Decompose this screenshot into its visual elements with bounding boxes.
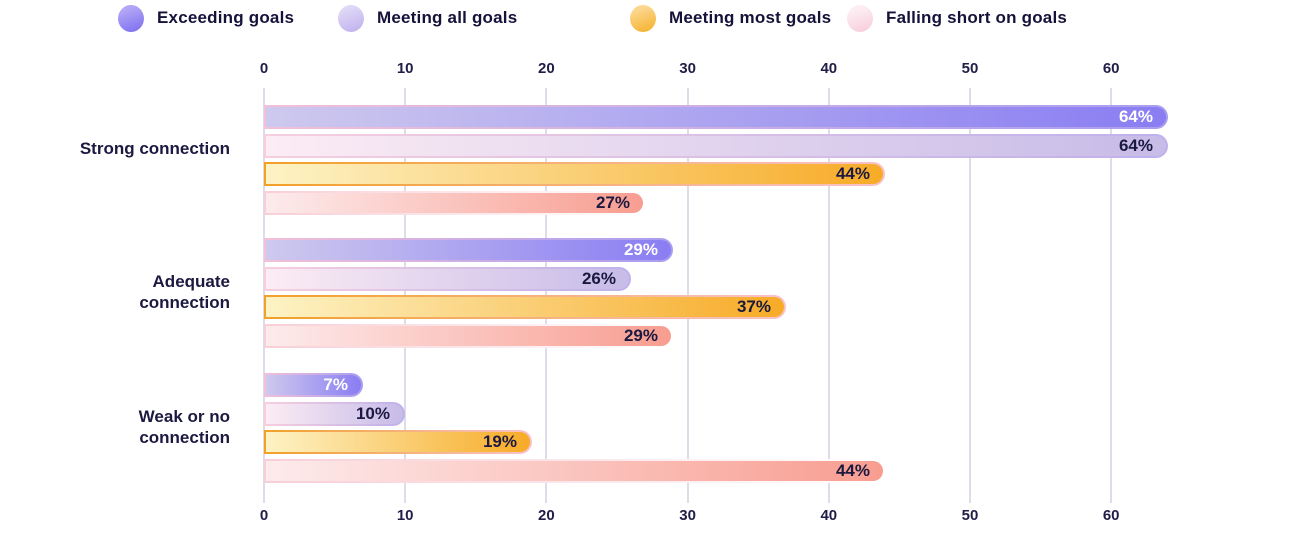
bar-fill: 29%	[266, 240, 671, 260]
legend-swatch-icon	[118, 4, 144, 32]
x-axis-tick-label-top: 10	[396, 60, 414, 77]
bar-exceeding-goals: 64%	[264, 105, 1168, 129]
legend-item: Meeting most goals	[630, 3, 831, 33]
bar-exceeding-goals: 7%	[264, 373, 363, 397]
bar-fill: 64%	[266, 107, 1166, 127]
x-axis-tick-label-top: 40	[820, 60, 838, 77]
legend-label: Exceeding goals	[157, 8, 295, 27]
x-axis-tick-label-bottom: 60	[1102, 507, 1120, 524]
bar-value-label: 10%	[355, 403, 390, 423]
x-axis-tick-label-bottom: 50	[961, 507, 979, 524]
x-axis-tick-label-top: 30	[679, 60, 696, 77]
bar-fill: 37%	[266, 297, 784, 317]
x-axis-tick-label-top: 20	[538, 60, 555, 77]
legend-label: Meeting all goals	[377, 8, 518, 27]
bar-value-label: 37%	[736, 297, 771, 316]
bar-fill: 27%	[266, 192, 643, 213]
legend-item: Falling short on goals	[847, 3, 1067, 33]
bar-value-label: 64%	[1118, 135, 1153, 155]
bar-falling-short-on-goals: 27%	[264, 190, 645, 215]
bar-fill: 7%	[266, 375, 361, 395]
x-axis-tick-label-bottom: 20	[538, 507, 555, 524]
x-axis-tick-label-bottom: 10	[396, 507, 414, 524]
legend-item: Exceeding goals	[118, 3, 294, 33]
bar-value-label: 7%	[323, 375, 348, 394]
bar-fill: 44%	[266, 460, 883, 481]
gridline	[1110, 88, 1113, 503]
gridline	[969, 88, 971, 503]
bar-fill: 26%	[266, 268, 629, 289]
bar-fill: 29%	[266, 325, 671, 346]
bar-fill: 19%	[266, 432, 530, 452]
legend-item: Meeting all goals	[338, 3, 517, 33]
bar-meeting-most-goals: 37%	[264, 295, 786, 319]
bar-value-label: 26%	[581, 268, 616, 288]
category-label: Strong connection	[79, 139, 230, 158]
x-axis-tick-label-bottom: 40	[820, 507, 838, 524]
bar-value-label: 44%	[835, 164, 870, 183]
bar-value-label: 29%	[623, 325, 658, 345]
x-axis-tick-label-bottom: 30	[679, 507, 696, 524]
legend-swatch-icon	[338, 4, 364, 32]
gridline	[827, 88, 830, 503]
bar-fill: 64%	[266, 135, 1166, 156]
x-axis-tick-label-top: 50	[961, 60, 979, 77]
legend-label: Meeting most goals	[669, 8, 832, 27]
bar-falling-short-on-goals: 44%	[264, 458, 885, 483]
legend-label: Falling short on goals	[886, 8, 1068, 27]
bar-value-label: 44%	[835, 460, 870, 480]
bar-meeting-all-goals: 10%	[264, 401, 405, 426]
legend-swatch-icon	[630, 4, 656, 32]
bar-meeting-all-goals: 64%	[264, 133, 1168, 158]
bar-fill: 44%	[266, 164, 883, 184]
bar-meeting-most-goals: 19%	[264, 430, 532, 454]
x-axis-tick-label-bottom: 0	[259, 507, 269, 524]
category-label: Adequate connection	[139, 272, 230, 312]
bar-falling-short-on-goals: 29%	[264, 323, 673, 348]
bar-value-label: 27%	[595, 192, 630, 212]
bar-exceeding-goals: 29%	[264, 238, 673, 262]
bar-value-label: 64%	[1118, 107, 1153, 126]
x-axis-tick-label-top: 0	[259, 60, 269, 77]
legend-swatch-icon	[847, 4, 873, 32]
bar-value-label: 29%	[623, 240, 658, 259]
bar-value-label: 19%	[482, 432, 517, 451]
x-axis-tick-label-top: 60	[1102, 60, 1120, 77]
bar-fill: 10%	[266, 403, 403, 424]
bar-meeting-all-goals: 26%	[264, 266, 631, 291]
category-label: Weak or no connection	[138, 407, 230, 447]
bar-meeting-most-goals: 44%	[264, 162, 885, 186]
